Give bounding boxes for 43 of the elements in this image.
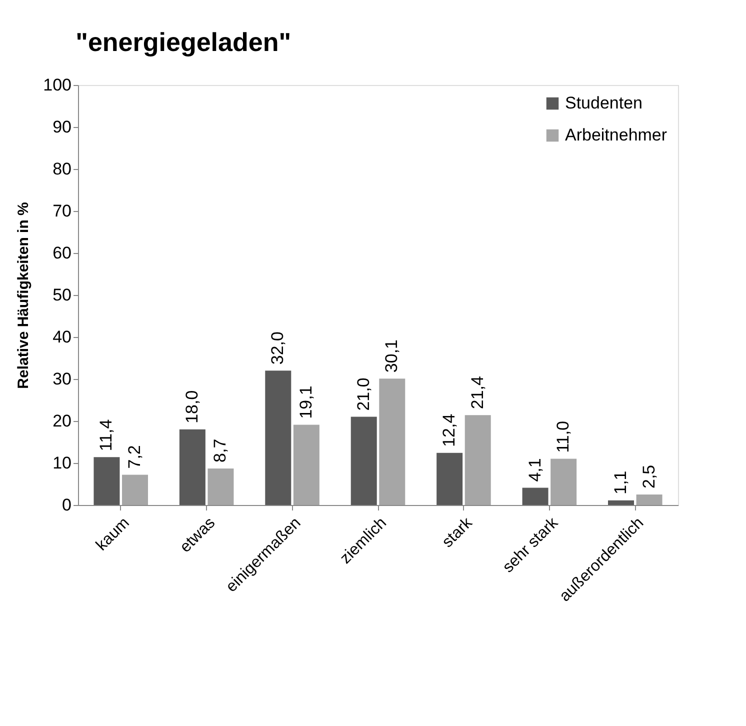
bar [608, 500, 634, 505]
data-label: 11,0 [554, 420, 573, 453]
data-label: 18,0 [182, 390, 202, 424]
bar [522, 488, 548, 505]
y-tick-label: 70 [52, 202, 72, 220]
data-label: 21,4 [468, 376, 487, 410]
data-label: 7,2 [125, 445, 144, 469]
data-label: 8,7 [210, 438, 230, 462]
data-label: 21,0 [354, 378, 373, 411]
y-tick-label: 90 [52, 118, 72, 136]
bar [179, 429, 206, 505]
bar [94, 457, 120, 505]
bar [265, 370, 292, 505]
y-tick-label: 30 [52, 370, 72, 388]
legend-label: Studenten [565, 94, 643, 112]
bar [550, 458, 577, 505]
bar [379, 378, 406, 505]
chart-title: "energiegeladen" [76, 27, 292, 57]
bar [293, 424, 320, 505]
data-label: 2,5 [639, 464, 658, 488]
data-label: 12,4 [440, 414, 459, 447]
y-tick-label: 40 [52, 328, 72, 346]
y-axis-title: Relative Häufigkeiten in % [15, 202, 32, 389]
data-label: 11,4 [96, 419, 116, 452]
y-tick-label: 80 [52, 160, 72, 178]
y-tick-label: 60 [52, 244, 72, 262]
y-tick-label: 50 [52, 286, 72, 304]
data-label: 30,1 [382, 339, 402, 373]
data-label: 1,1 [611, 470, 630, 494]
bar [350, 416, 377, 505]
bar [464, 415, 491, 505]
data-label: 19,1 [296, 386, 316, 419]
y-tick-label: 20 [52, 412, 72, 430]
bar [122, 474, 148, 505]
bar [208, 468, 234, 505]
bar [636, 494, 662, 505]
bar [436, 452, 463, 505]
data-label: 4,1 [525, 458, 544, 482]
legend-label: Arbeitnehmer [565, 126, 668, 144]
y-tick-label: 100 [43, 76, 72, 94]
y-tick-label: 0 [62, 496, 72, 514]
data-label: 32,0 [268, 332, 288, 365]
y-tick-label: 10 [52, 454, 72, 472]
